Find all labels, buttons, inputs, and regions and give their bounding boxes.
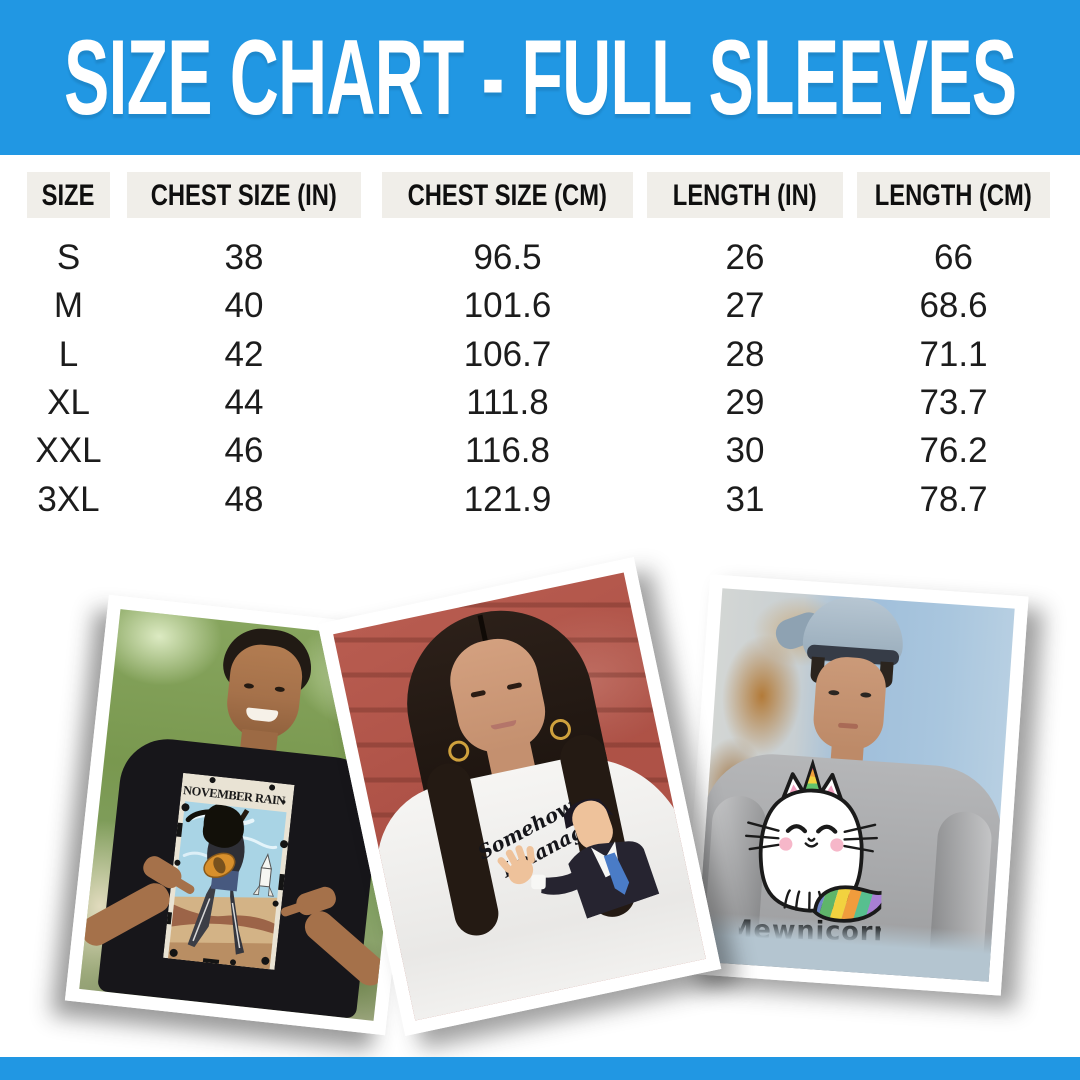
print-rocket bbox=[252, 853, 275, 897]
shirt-print-somehow-i-manage: Somehow, I manage bbox=[474, 793, 660, 919]
table-cell: 101.6 bbox=[463, 286, 552, 325]
table-cell: XXL bbox=[35, 431, 102, 470]
table-row: 3XL 48 121.9 31 78.7 bbox=[0, 476, 1080, 524]
page-title: SIZE CHART - FULL SLEEVES bbox=[63, 17, 1017, 137]
table-cell: 106.7 bbox=[463, 335, 552, 374]
table-cell: 68.6 bbox=[919, 286, 988, 325]
table-row: S 38 96.5 26 66 bbox=[0, 234, 1080, 282]
table-row: XL 44 111.8 29 73.7 bbox=[0, 379, 1080, 427]
header-size: SIZE bbox=[27, 172, 110, 218]
table-cell: 121.9 bbox=[463, 480, 552, 519]
top-banner: SIZE CHART - FULL SLEEVES bbox=[0, 0, 1080, 155]
print-mewnicorn-text: Mewnicorn bbox=[739, 915, 884, 947]
photo-november-rain-tee: NOVEMBER RAIN bbox=[64, 594, 430, 1036]
header-length-in: LENGTH (IN) bbox=[647, 172, 843, 218]
table-cell: 44 bbox=[224, 383, 264, 422]
table-cell: 29 bbox=[725, 383, 765, 422]
table-cell: L bbox=[58, 335, 79, 374]
table-cell: 40 bbox=[224, 286, 264, 325]
bottom-accent-bar bbox=[0, 1057, 1080, 1080]
print-cat-face bbox=[785, 824, 838, 848]
table-cell: 96.5 bbox=[473, 238, 542, 277]
table-cell: 116.8 bbox=[465, 431, 550, 470]
table-cell: 111.8 bbox=[466, 383, 549, 422]
table-cell: 66 bbox=[934, 238, 973, 277]
shirt-print-mewnicorn: Mewnicorn bbox=[739, 758, 884, 946]
table-row: XXL 46 116.8 30 76.2 bbox=[0, 427, 1080, 475]
photo-somehow-i-manage-tee: Somehow, I manage bbox=[317, 557, 722, 1036]
table-cell: 30 bbox=[725, 431, 765, 470]
table-cell: 28 bbox=[725, 335, 765, 374]
photo-somehow-scene: Somehow, I manage bbox=[333, 572, 706, 1021]
table-cell: S bbox=[56, 238, 81, 277]
table-cell: XL bbox=[47, 383, 90, 422]
table-cell: 78.7 bbox=[919, 480, 988, 519]
header-chest-cm: CHEST SIZE (CM) bbox=[382, 172, 633, 218]
table-cell: 27 bbox=[725, 286, 765, 325]
model-face bbox=[811, 655, 888, 752]
table-cell: 42 bbox=[224, 335, 264, 374]
print-shrug-hand bbox=[497, 845, 535, 885]
photo-november-rain-scene: NOVEMBER RAIN bbox=[79, 609, 415, 1021]
table-row: M 40 101.6 27 68.6 bbox=[0, 282, 1080, 330]
table-cell: 46 bbox=[224, 431, 264, 470]
table-cell: 26 bbox=[725, 238, 765, 277]
table-cell: 71.1 bbox=[919, 335, 988, 374]
table-row: L 42 106.7 28 71.1 bbox=[0, 331, 1080, 379]
table-cell: 76.2 bbox=[919, 431, 988, 470]
print-whiskers bbox=[744, 821, 878, 853]
table-cell: 38 bbox=[224, 238, 264, 277]
table-cell: 48 bbox=[224, 480, 264, 519]
table-cell: 3XL bbox=[37, 480, 100, 519]
print-office-man bbox=[497, 798, 660, 919]
shirt-print-november-rain: NOVEMBER RAIN bbox=[163, 772, 295, 970]
print-guitarist-figure bbox=[185, 804, 250, 955]
photo-mewnicorn-scene: Mewnicorn bbox=[696, 588, 1015, 982]
header-length-cm: LENGTH (CM) bbox=[857, 172, 1050, 218]
table-cell: M bbox=[53, 286, 84, 325]
header-chest-in: CHEST SIZE (IN) bbox=[127, 172, 361, 218]
photo-mewnicorn-tee: Mewnicorn bbox=[682, 574, 1029, 996]
table-cell: 31 bbox=[725, 480, 765, 519]
table-cell: 73.7 bbox=[919, 383, 988, 422]
model-face bbox=[223, 641, 306, 743]
print-grunge-border bbox=[166, 777, 289, 966]
